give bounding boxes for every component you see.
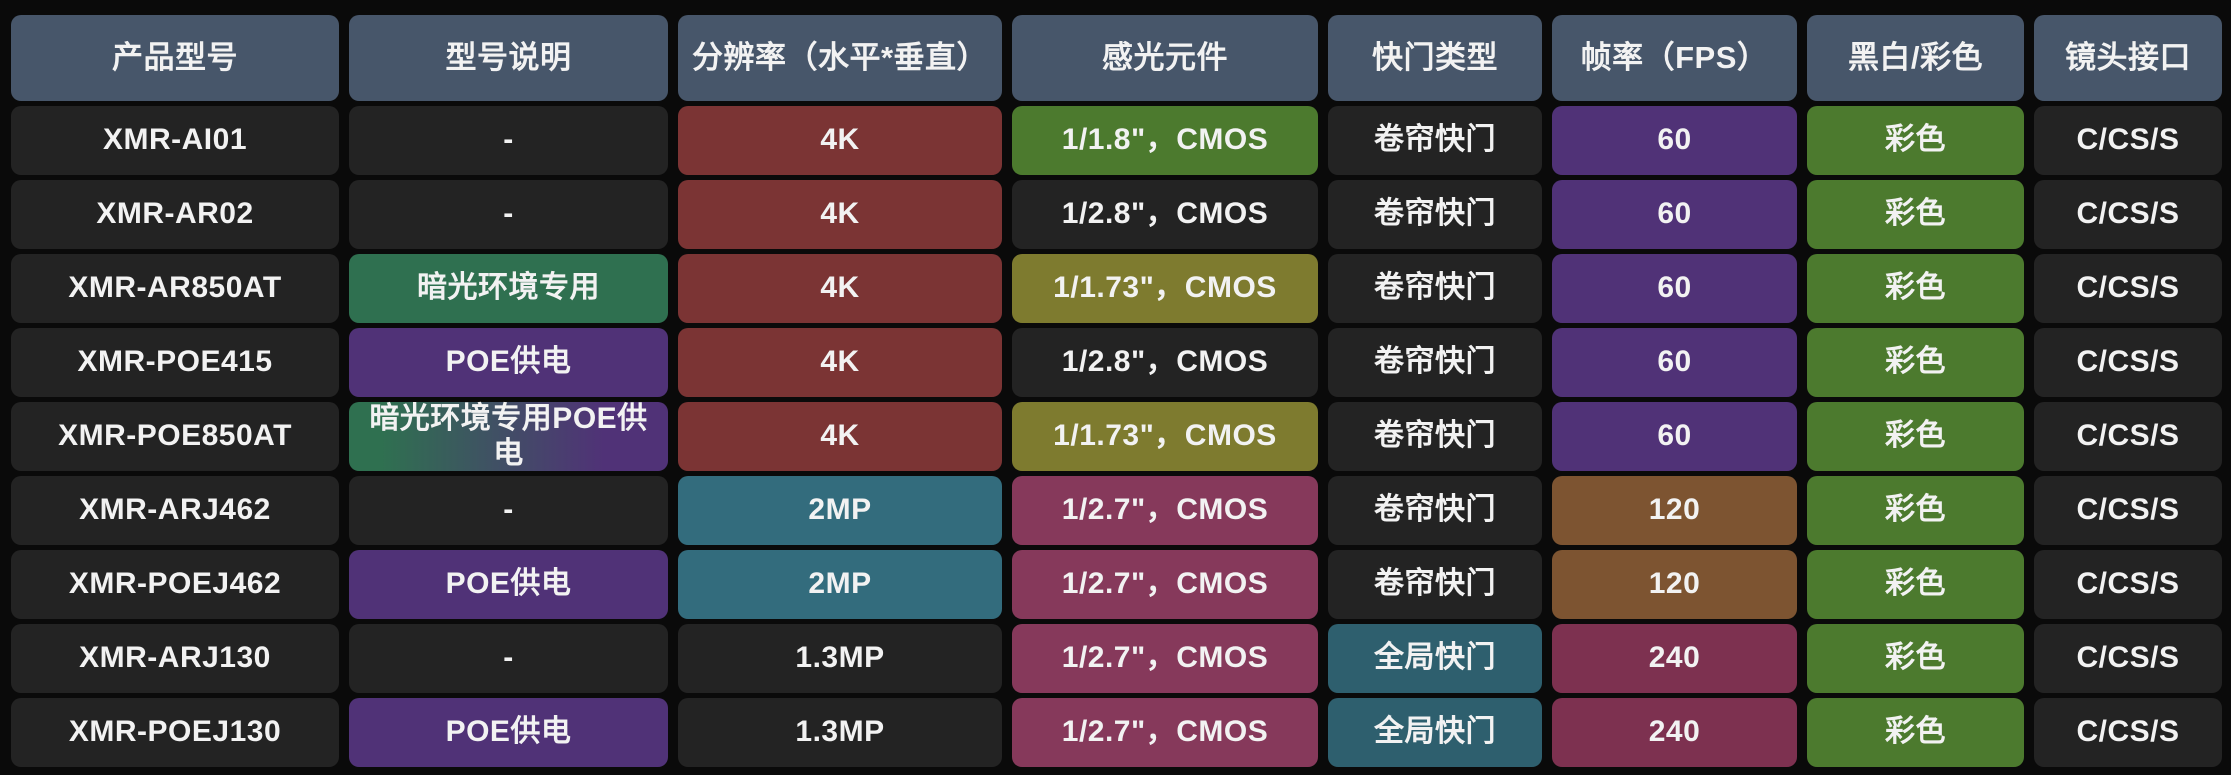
column-header-5: 帧率（FPS）: [1552, 15, 1797, 101]
table-cell: 彩色: [1807, 180, 2024, 249]
column-header-2: 分辨率（水平*垂直）: [678, 15, 1002, 101]
table-cell: C/CS/S: [2034, 550, 2222, 619]
table-cell: 240: [1552, 624, 1797, 693]
table-cell: 彩色: [1807, 328, 2024, 397]
table-cell: 暗光环境专用: [349, 254, 668, 323]
table-cell: 4K: [678, 180, 1002, 249]
table-cell: C/CS/S: [2034, 402, 2222, 471]
table-cell: 1/2.7"，CMOS: [1012, 550, 1318, 619]
table-cell: 彩色: [1807, 476, 2024, 545]
table-cell: 1/2.7"，CMOS: [1012, 476, 1318, 545]
table-cell: C/CS/S: [2034, 180, 2222, 249]
model-cell: XMR-POE415: [11, 328, 339, 397]
table-cell: 彩色: [1807, 402, 2024, 471]
table-cell: 2MP: [678, 550, 1002, 619]
table-cell: -: [349, 476, 668, 545]
table-cell: C/CS/S: [2034, 328, 2222, 397]
model-cell: XMR-AI01: [11, 106, 339, 175]
table-cell: 彩色: [1807, 624, 2024, 693]
table-cell: 1/2.7"，CMOS: [1012, 624, 1318, 693]
table-cell: 4K: [678, 106, 1002, 175]
table-cell: C/CS/S: [2034, 254, 2222, 323]
table-cell: 卷帘快门: [1328, 106, 1542, 175]
table-cell: 卷帘快门: [1328, 254, 1542, 323]
table-cell: 卷帘快门: [1328, 402, 1542, 471]
table-cell: 全局快门: [1328, 698, 1542, 767]
table-cell: 240: [1552, 698, 1797, 767]
table-cell: 1.3MP: [678, 624, 1002, 693]
model-cell: XMR-POEJ130: [11, 698, 339, 767]
table-cell: 1/1.73"，CMOS: [1012, 254, 1318, 323]
table-cell: 2MP: [678, 476, 1002, 545]
table-cell: 60: [1552, 106, 1797, 175]
table-cell: -: [349, 180, 668, 249]
table-cell: 卷帘快门: [1328, 476, 1542, 545]
column-header-3: 感光元件: [1012, 15, 1318, 101]
table-cell: 彩色: [1807, 698, 2024, 767]
table-cell: POE供电: [349, 698, 668, 767]
table-cell: 4K: [678, 328, 1002, 397]
table-cell: C/CS/S: [2034, 698, 2222, 767]
model-cell: XMR-POEJ462: [11, 550, 339, 619]
model-cell: XMR-AR02: [11, 180, 339, 249]
table-cell: 1/2.7"，CMOS: [1012, 698, 1318, 767]
table-cell: C/CS/S: [2034, 106, 2222, 175]
table-cell: 卷帘快门: [1328, 550, 1542, 619]
column-header-4: 快门类型: [1328, 15, 1542, 101]
table-cell: 彩色: [1807, 254, 2024, 323]
table-cell: POE供电: [349, 550, 668, 619]
table-cell: 彩色: [1807, 550, 2024, 619]
table-cell: 1/2.8"，CMOS: [1012, 180, 1318, 249]
table-cell: 全局快门: [1328, 624, 1542, 693]
model-cell: XMR-ARJ130: [11, 624, 339, 693]
column-header-7: 镜头接口: [2034, 15, 2222, 101]
table-cell: 60: [1552, 402, 1797, 471]
model-cell: XMR-AR850AT: [11, 254, 339, 323]
model-cell: XMR-POE850AT: [11, 402, 339, 471]
table-cell: 1.3MP: [678, 698, 1002, 767]
table-cell: POE供电: [349, 328, 668, 397]
table-cell: 4K: [678, 254, 1002, 323]
column-header-0: 产品型号: [11, 15, 339, 101]
table-cell: 1/1.8"，CMOS: [1012, 106, 1318, 175]
table-cell: 60: [1552, 180, 1797, 249]
table-cell: 1/1.73"，CMOS: [1012, 402, 1318, 471]
column-header-1: 型号说明: [349, 15, 668, 101]
table-cell: -: [349, 106, 668, 175]
table-cell: C/CS/S: [2034, 624, 2222, 693]
table-cell: 彩色: [1807, 106, 2024, 175]
table-cell: 120: [1552, 550, 1797, 619]
table-cell: -: [349, 624, 668, 693]
model-cell: XMR-ARJ462: [11, 476, 339, 545]
table-cell: 120: [1552, 476, 1797, 545]
table-cell: 60: [1552, 328, 1797, 397]
table-cell: 卷帘快门: [1328, 328, 1542, 397]
table-cell: 1/2.8"，CMOS: [1012, 328, 1318, 397]
table-cell: 60: [1552, 254, 1797, 323]
table-cell: 4K: [678, 402, 1002, 471]
column-header-6: 黑白/彩色: [1807, 15, 2024, 101]
table-cell: 卷帘快门: [1328, 180, 1542, 249]
table-cell: C/CS/S: [2034, 476, 2222, 545]
table-cell: 暗光环境专用POE供电: [349, 402, 668, 471]
